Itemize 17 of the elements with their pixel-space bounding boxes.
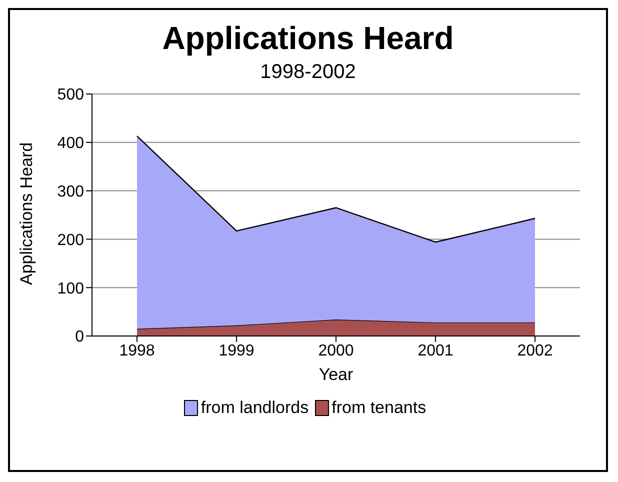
x-tick-label: 1998 [119,342,155,360]
y-tick-label: 0 [75,328,84,346]
x-tick-label: 2000 [318,342,354,360]
x-tick-label: 1999 [218,342,254,360]
x-tick-label: 2001 [418,342,454,360]
y-tick-label: 400 [57,135,84,152]
legend-label: from tenants [332,398,426,418]
x-tick-label: 2002 [517,342,553,360]
chart-title: Applications Heard [161,20,455,56]
y-tick-label: 200 [57,232,84,249]
y-axis-title: Applications Heard [17,142,36,285]
y-tick-label: 100 [57,280,84,298]
y-tick-label: 500 [57,86,84,104]
y-tick-label: 300 [57,183,84,200]
x-axis-title: Year [318,365,354,384]
chart-subtitle: 1998-2002 [259,60,357,84]
legend-label: from landlords [200,398,309,418]
